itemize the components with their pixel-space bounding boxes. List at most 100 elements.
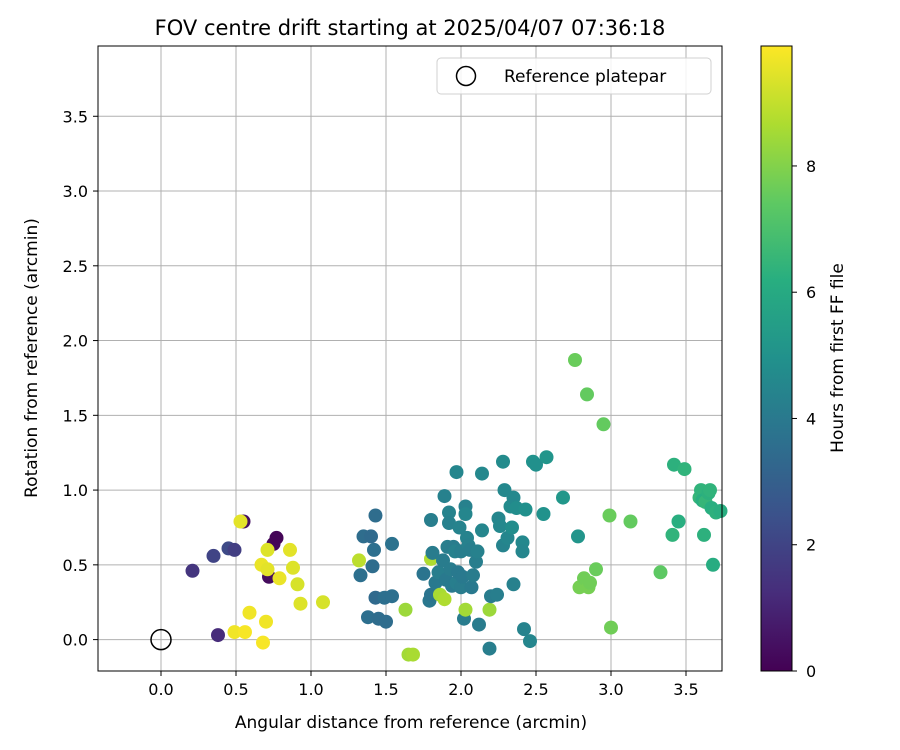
data-point	[398, 602, 413, 617]
y-tick-label: 3.5	[63, 107, 88, 126]
legend: Reference platepar	[436, 57, 712, 95]
data-point	[452, 520, 467, 535]
data-point	[671, 514, 686, 529]
data-point	[583, 575, 597, 590]
data-point	[713, 504, 728, 518]
data-point	[290, 577, 305, 592]
data-point	[623, 514, 638, 529]
data-point	[515, 544, 530, 559]
y-tick-label: 3.0	[63, 182, 88, 201]
legend-reference-marker	[455, 65, 477, 87]
data-point	[505, 520, 519, 535]
legend-box	[436, 57, 712, 95]
data-point	[442, 505, 456, 520]
data-point	[475, 523, 489, 538]
data-point	[449, 465, 464, 480]
data-point	[260, 562, 275, 577]
data-point	[442, 516, 456, 530]
data-point	[242, 605, 257, 620]
data-point	[602, 508, 617, 523]
x-tick-label: 1.5	[373, 680, 398, 699]
data-point	[697, 527, 711, 542]
data-point	[493, 519, 507, 533]
data-point	[470, 544, 485, 559]
data-point	[269, 530, 284, 545]
data-point	[455, 569, 470, 584]
data-point	[437, 489, 452, 504]
data-point	[406, 647, 420, 662]
data-point	[518, 502, 533, 517]
x-tick-label: 0.0	[148, 680, 173, 699]
colorbar-tick-label: 4	[806, 409, 816, 428]
data-point	[604, 620, 618, 635]
data-point	[352, 553, 366, 568]
data-point	[227, 625, 242, 640]
data-point	[353, 568, 368, 583]
data-point	[361, 610, 375, 625]
x-tick-label: 2.0	[448, 680, 473, 699]
data-point	[529, 457, 543, 472]
x-axis-label: Angular distance from reference (arcmin)	[235, 713, 587, 733]
data-point	[482, 602, 497, 617]
chart-title: FOV centre drift starting at 2025/04/07 …	[155, 16, 666, 40]
data-point	[416, 566, 431, 581]
data-point	[259, 614, 273, 629]
data-point	[260, 542, 275, 557]
data-point	[211, 628, 225, 643]
data-point	[437, 592, 452, 607]
y-axis-label: Rotation from reference (arcmin)	[22, 218, 42, 498]
colorbar-tick-label: 2	[806, 536, 816, 555]
data-point	[238, 625, 252, 640]
colorbar-tick-label: 6	[806, 283, 816, 302]
data-point	[523, 634, 537, 649]
data-point	[589, 562, 603, 577]
reference-marker-layer	[150, 628, 172, 651]
data-point	[185, 563, 200, 578]
x-tick-label: 1.0	[298, 680, 323, 699]
data-point	[475, 466, 489, 481]
data-point	[365, 559, 380, 574]
colorbar-ticks: 0 2 4 6 8	[792, 157, 816, 681]
y-tick-label: 2.5	[63, 257, 88, 276]
data-points	[185, 353, 728, 662]
data-point	[424, 513, 438, 527]
data-point	[469, 554, 483, 569]
data-point	[233, 514, 248, 529]
colorbar-tick-label: 0	[806, 662, 816, 681]
data-point	[703, 483, 717, 498]
data-point	[272, 571, 287, 586]
data-point	[316, 595, 330, 610]
colorbar-tick-label: 8	[806, 157, 816, 176]
legend-entry-reference: Reference platepar	[504, 67, 666, 87]
colorbar-label: Hours from first FF file	[828, 263, 848, 453]
data-point	[227, 542, 242, 557]
data-point	[368, 508, 383, 523]
data-point	[517, 622, 531, 637]
data-point	[653, 565, 668, 580]
y-axis-ticks: 0.0 0.5 1.0 1.5 2.0 2.5 3.0 3.5	[63, 107, 98, 650]
data-point	[472, 617, 486, 632]
data-point	[482, 641, 497, 656]
data-point	[580, 387, 594, 402]
data-point	[568, 353, 582, 367]
data-point	[283, 542, 297, 557]
y-tick-label: 2.0	[63, 332, 88, 351]
data-point	[425, 545, 440, 560]
data-point	[256, 635, 270, 650]
reference-platepar-marker	[150, 628, 172, 651]
data-point	[454, 580, 468, 595]
data-point	[571, 529, 585, 544]
x-tick-label: 3.0	[598, 680, 623, 699]
data-point	[385, 536, 399, 551]
data-point	[556, 490, 570, 505]
grid-lines	[98, 46, 722, 671]
data-point	[490, 587, 504, 602]
data-point	[539, 450, 554, 465]
x-axis-ticks: 0.0 0.5 1.0 1.5 2.0 2.5 3.0 3.5	[148, 671, 699, 699]
y-tick-label: 0.0	[63, 631, 88, 650]
data-point	[706, 557, 720, 572]
data-point	[466, 568, 480, 583]
data-point	[428, 575, 443, 590]
data-point	[379, 614, 393, 629]
